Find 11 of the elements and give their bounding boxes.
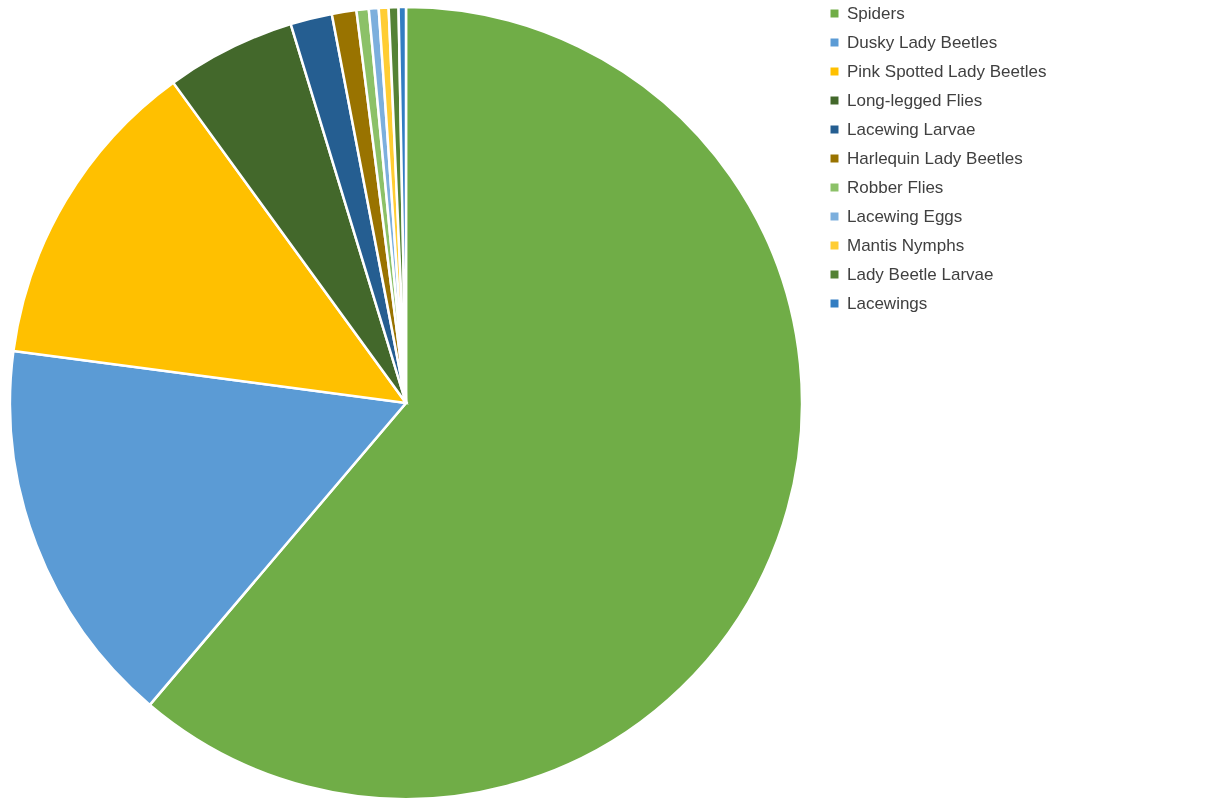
legend-label: Spiders xyxy=(847,3,905,23)
legend-label: Pink Spotted Lady Beetles xyxy=(847,61,1047,81)
legend-label: Harlequin Lady Beetles xyxy=(847,148,1023,168)
legend-label: Lacewing Larvae xyxy=(847,119,976,139)
legend-label: Long-legged Flies xyxy=(847,90,983,110)
legend-label: Mantis Nymphs xyxy=(847,235,965,255)
legend-label: Robber Flies xyxy=(847,177,944,197)
legend-label: Lady Beetle Larvae xyxy=(847,264,994,284)
legend-label: Lacewing Eggs xyxy=(847,206,963,226)
legend-label: Dusky Lady Beetles xyxy=(847,32,998,52)
legend-label: Lacewings xyxy=(847,293,928,313)
